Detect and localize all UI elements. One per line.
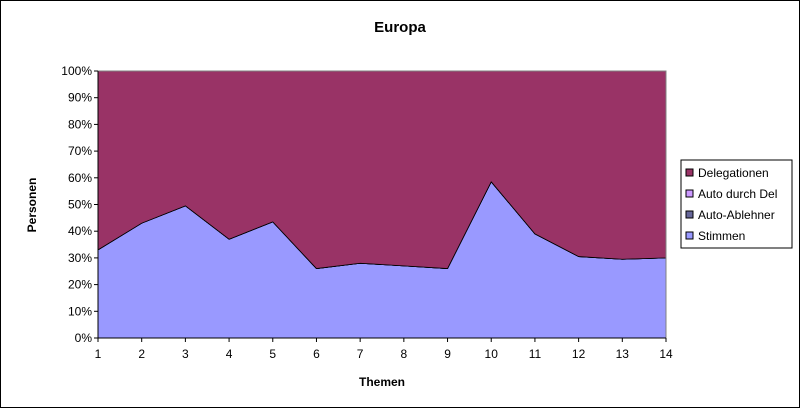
y-tick-label: 40% (68, 224, 92, 238)
legend-box (680, 159, 793, 249)
x-tick-label: 9 (444, 347, 451, 361)
legend-swatch (685, 168, 694, 177)
y-tick-label: 60% (68, 171, 92, 185)
y-axis: 0% 10% 20% 30% 40% 50% 60% 70% 80% 90% 100% (61, 64, 98, 345)
x-tick-label: 6 (313, 347, 320, 361)
x-tick-label: 14 (659, 347, 673, 361)
legend-label: Stimmen (698, 229, 745, 243)
x-tick-label: 3 (182, 347, 189, 361)
legend-label: Auto durch Del (698, 187, 777, 201)
x-tick-label: 8 (401, 347, 408, 361)
y-tick-label: 100% (61, 64, 92, 78)
y-tick-label: 30% (68, 251, 92, 265)
x-tick-label: 4 (226, 347, 233, 361)
chart-title: Europa (374, 19, 426, 36)
legend-label: Auto-Ablehner (698, 208, 775, 222)
y-tick-label: 70% (68, 144, 92, 158)
y-tick-label: 0% (75, 331, 93, 345)
y-tick-label: 50% (68, 198, 92, 212)
x-tick-label: 1 (95, 347, 102, 361)
x-tick-label: 12 (572, 347, 586, 361)
y-tick-label: 80% (68, 117, 92, 131)
legend-swatch (685, 231, 694, 240)
y-tick-label: 10% (68, 304, 92, 318)
y-tick-label: 90% (68, 91, 92, 105)
y-tick-label: 20% (68, 278, 92, 292)
x-tick-label: 2 (138, 347, 145, 361)
legend: Delegationen Auto durch Del Auto-Ablehner S… (680, 159, 793, 249)
x-axis-title: Themen (359, 375, 405, 389)
x-tick-label: 11 (529, 347, 542, 361)
x-tick-label: 5 (269, 347, 276, 361)
x-tick-label: 13 (616, 347, 630, 361)
x-tick-label: 7 (357, 347, 364, 361)
legend-label: Delegationen (698, 166, 769, 180)
x-axis: 1 2 3 4 5 6 7 8 9 10 11 12 13 14 (95, 338, 673, 361)
legend-swatch (685, 189, 694, 198)
legend-swatch (685, 210, 694, 219)
x-tick-label: 10 (485, 347, 499, 361)
y-axis-title: Personen (25, 178, 39, 233)
plot-area (97, 70, 667, 339)
